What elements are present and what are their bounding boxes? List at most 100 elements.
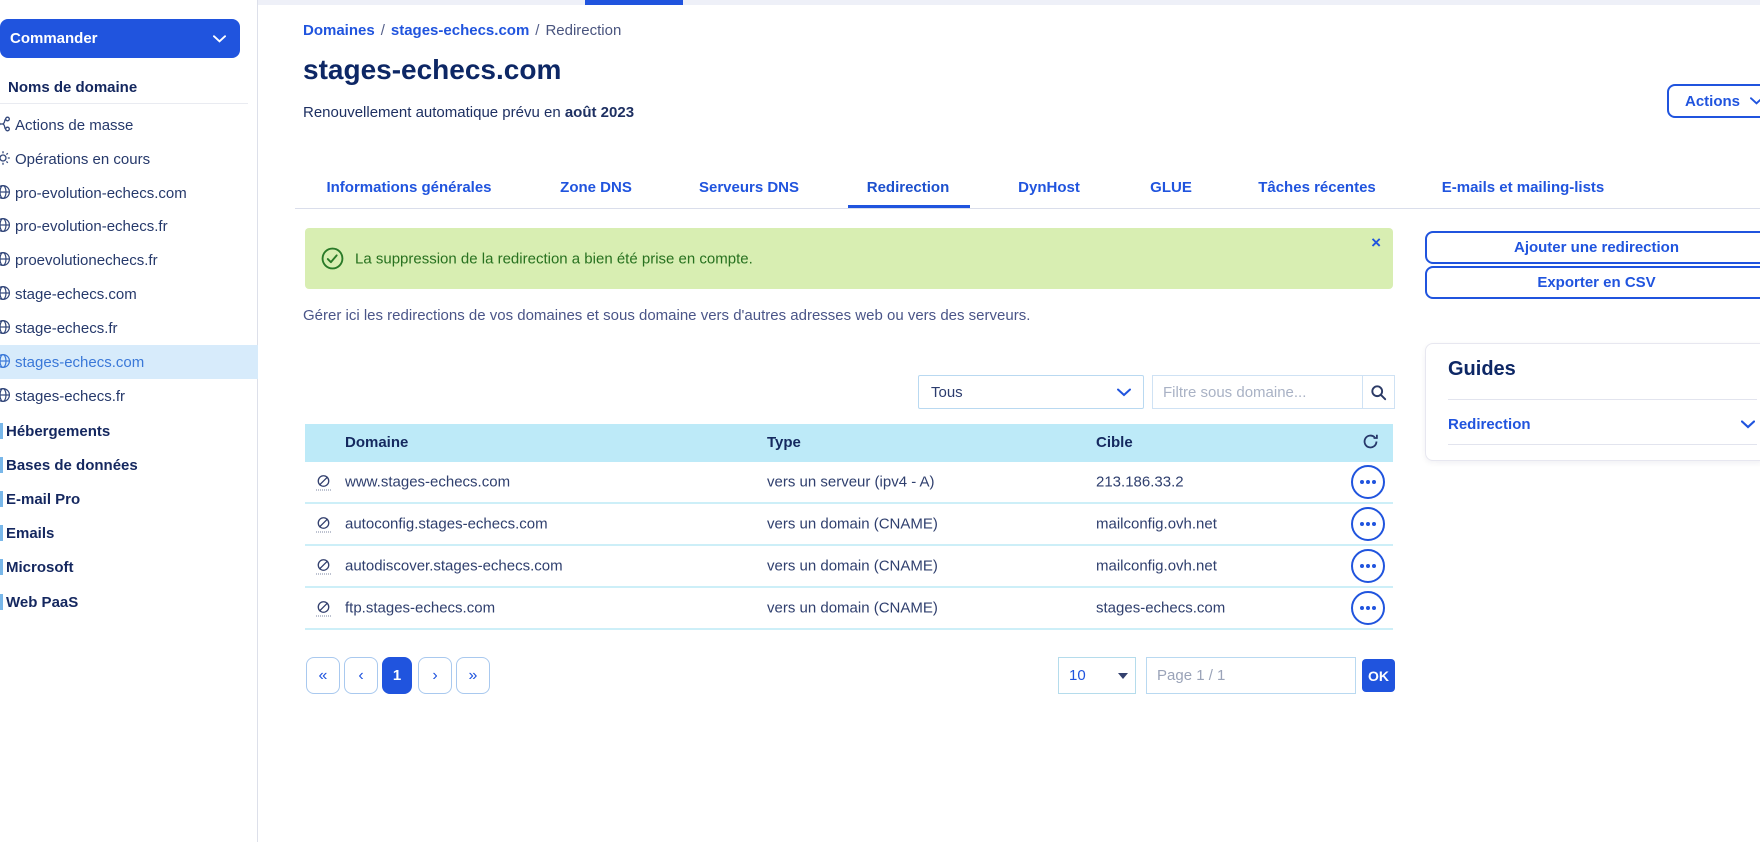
top-nav-edge xyxy=(0,0,1760,5)
row-menu-button[interactable] xyxy=(1351,591,1385,625)
visibility-hidden-icon[interactable] xyxy=(316,474,331,491)
sidebar-section-label: Bases de données xyxy=(6,456,138,474)
redirections-table: Domaine Type Cible www.stages-echecs.com… xyxy=(305,424,1393,630)
tab-zone-dns[interactable]: Zone DNS xyxy=(560,179,632,196)
renewal-prefix: Renouvellement automatique prévu en xyxy=(303,104,565,121)
sidebar-item-label: stage-echecs.fr xyxy=(15,319,118,337)
tab-redirection[interactable]: Redirection xyxy=(866,179,950,196)
tab-glue[interactable]: GLUE xyxy=(1150,179,1192,196)
breadcrumb-link-domaines[interactable]: Domaines xyxy=(303,22,375,39)
type-filter-select[interactable]: Tous xyxy=(918,375,1144,409)
sidebar-item-label: Opérations en cours xyxy=(15,150,151,168)
page-description: Gérer ici les redirections de vos domain… xyxy=(303,307,1031,324)
column-header-domaine: Domaine xyxy=(345,434,409,451)
page-size-select[interactable]: 10 xyxy=(1058,657,1136,694)
sidebar-section-title: Noms de domaine xyxy=(8,79,138,96)
row-menu-button[interactable] xyxy=(1351,507,1385,541)
globe-icon xyxy=(0,251,12,268)
sidebar-section-hebergements[interactable]: Hébergements xyxy=(0,414,258,448)
sidebar-item-proevolutionechecs-fr[interactable]: proevolutionechecs.fr xyxy=(0,243,258,277)
globe-icon xyxy=(0,285,12,302)
refresh-icon[interactable] xyxy=(1362,433,1379,450)
sidebar-item-pro-evolution-echecs-com[interactable]: pro-evolution-echecs.com xyxy=(0,176,258,210)
sidebar-section-email-pro[interactable]: E-mail Pro xyxy=(0,482,258,516)
sidebar-section-label: Microsoft xyxy=(6,558,74,576)
row-menu-button[interactable] xyxy=(1351,549,1385,583)
guides-divider xyxy=(1448,444,1757,445)
close-icon[interactable]: × xyxy=(1371,233,1381,252)
cell-domaine: autodiscover.stages-echecs.com xyxy=(345,557,563,575)
visibility-hidden-icon[interactable] xyxy=(316,600,331,617)
chevron-down-icon xyxy=(1741,419,1755,429)
mass-actions-icon xyxy=(0,116,12,133)
pagination-next-button[interactable]: › xyxy=(418,657,452,694)
section-icon xyxy=(0,559,3,575)
add-redirection-button[interactable]: Ajouter une redirection xyxy=(1425,231,1760,264)
cell-type: vers un domain (CNAME) xyxy=(767,515,938,533)
pagination-first-button[interactable]: « xyxy=(306,657,340,694)
commander-button[interactable]: Commander xyxy=(0,19,240,58)
tab-dynhost[interactable]: DynHost xyxy=(1018,179,1080,196)
breadcrumb-link-domain[interactable]: stages-echecs.com xyxy=(390,22,530,39)
column-header-cible: Cible xyxy=(1096,434,1133,451)
cell-type: vers un serveur (ipv4 - A) xyxy=(767,473,935,491)
commander-label: Commander xyxy=(10,30,98,47)
tab-informations-generales[interactable]: Informations générales xyxy=(326,179,492,196)
globe-icon xyxy=(0,184,12,201)
sidebar-item-stage-echecs-fr[interactable]: stage-echecs.fr xyxy=(0,311,258,345)
row-menu-button[interactable] xyxy=(1351,465,1385,499)
guides-divider xyxy=(1448,399,1757,400)
sidebar-section-emails[interactable]: Emails xyxy=(0,516,258,550)
globe-icon xyxy=(0,387,12,404)
sidebar-item-label: proevolutionechecs.fr xyxy=(15,251,158,269)
sidebar-item-operations-en-cours[interactable]: Opérations en cours xyxy=(0,142,258,176)
sidebar-section-microsoft[interactable]: Microsoft xyxy=(0,550,258,584)
sidebar-section-bases-de-donnees[interactable]: Bases de données xyxy=(0,448,258,482)
globe-icon xyxy=(0,319,12,336)
sidebar-item-actions-de-masse[interactable]: Actions de masse xyxy=(0,108,258,142)
column-header-type: Type xyxy=(767,434,801,451)
tab-bar: Informations générales Zone DNS Serveurs… xyxy=(295,170,1760,209)
search-button[interactable] xyxy=(1362,375,1395,409)
cell-cible: 213.186.33.2 xyxy=(1096,473,1184,491)
pagination-last-button[interactable]: » xyxy=(456,657,490,694)
tab-serveurs-dns[interactable]: Serveurs DNS xyxy=(698,179,800,196)
sidebar-item-stages-echecs-fr[interactable]: stages-echecs.fr xyxy=(0,379,258,413)
cell-type: vers un domain (CNAME) xyxy=(767,557,938,575)
ok-button[interactable]: OK xyxy=(1362,659,1395,692)
subdomain-filter-input[interactable] xyxy=(1152,375,1363,409)
sidebar-item-stage-echecs-com[interactable]: stage-echecs.com xyxy=(0,277,258,311)
guides-card: Guides Redirection xyxy=(1425,343,1760,461)
cell-cible: mailconfig.ovh.net xyxy=(1096,515,1217,533)
pagination-prev-button[interactable]: ‹ xyxy=(344,657,378,694)
table-row: www.stages-echecs.com vers un serveur (i… xyxy=(305,462,1393,504)
visibility-hidden-icon[interactable] xyxy=(316,558,331,575)
table-header: Domaine Type Cible xyxy=(305,424,1393,462)
gear-icon xyxy=(0,150,12,167)
pagination-current-page[interactable]: 1 xyxy=(382,657,412,694)
section-icon xyxy=(0,457,3,473)
sidebar-item-label: stage-echecs.com xyxy=(15,285,137,303)
section-icon xyxy=(0,423,3,439)
page-number-input[interactable] xyxy=(1146,657,1356,694)
success-alert: La suppression de la redirection a bien … xyxy=(305,228,1393,289)
cell-cible: mailconfig.ovh.net xyxy=(1096,557,1217,575)
tab-taches-recentes[interactable]: Tâches récentes xyxy=(1258,179,1376,196)
cell-cible: stages-echecs.com xyxy=(1096,599,1226,617)
actions-dropdown-button[interactable]: Actions xyxy=(1667,84,1760,118)
table-row: autoconfig.stages-echecs.com vers un dom… xyxy=(305,504,1393,546)
sidebar-item-stages-echecs-com[interactable]: stages-echecs.com xyxy=(0,345,258,379)
sidebar: Commander Noms de domaine Actions de mas… xyxy=(0,0,258,842)
sidebar-section-web-paas[interactable]: Web PaaS xyxy=(0,585,258,619)
sidebar-item-pro-evolution-echecs-fr[interactable]: pro-evolution-echecs.fr xyxy=(0,209,258,243)
type-filter-value: Tous xyxy=(931,383,963,401)
guides-link-redirection[interactable]: Redirection xyxy=(1448,408,1755,440)
chevron-down-icon xyxy=(1117,388,1131,397)
globe-icon xyxy=(0,217,12,234)
visibility-hidden-icon[interactable] xyxy=(316,516,331,533)
tab-emails-mailing-lists[interactable]: E-mails et mailing-lists xyxy=(1441,179,1605,196)
top-nav-active-indicator xyxy=(585,0,683,5)
export-csv-button[interactable]: Exporter en CSV xyxy=(1425,266,1760,299)
sidebar-section-label: Emails xyxy=(6,524,55,542)
